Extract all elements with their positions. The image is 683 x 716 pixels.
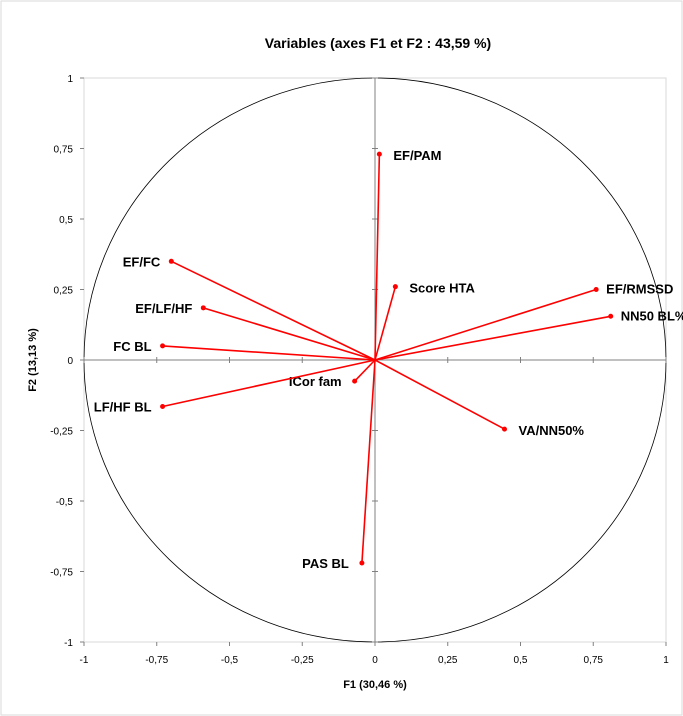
variable-vector	[361, 359, 376, 564]
variable-point	[359, 560, 365, 566]
x-tick-label: 1	[663, 655, 669, 666]
variable-vector	[170, 260, 376, 361]
variable-label: ICor fam	[289, 374, 342, 389]
variable-point	[168, 258, 174, 264]
variable-point	[352, 378, 358, 384]
variable-label: EF/LF/HF	[135, 301, 192, 316]
variable-label: Score HTA	[409, 281, 475, 296]
variable-label: VA/NN50%	[518, 423, 584, 438]
variable-vector	[374, 288, 597, 361]
variable-point	[593, 287, 599, 292]
variable-label: LF/HF BL	[94, 400, 152, 415]
variable-point	[392, 284, 398, 290]
variable-vectors: EF/PAM Score HTA EF/RMSSD NN50 BL% EF/FC EF/L…	[94, 148, 683, 571]
x-tick-label: 0,75	[584, 655, 604, 666]
x-tick-label: -0,75	[145, 655, 168, 666]
variable-vector	[374, 154, 381, 361]
y-tick-label: 0,25	[54, 286, 74, 297]
variable-point	[200, 305, 206, 311]
variable-vector	[203, 307, 376, 361]
variable-vector	[374, 359, 505, 430]
variable-vector	[354, 359, 376, 382]
variable-label: PAS BL	[302, 556, 349, 571]
y-tick-label: 0	[67, 356, 73, 367]
x-axis-title: F1 (30,46 %)	[343, 679, 407, 691]
y-tick-label: 0,75	[54, 145, 74, 156]
y-tick-label: -1	[64, 638, 73, 649]
y-tick-label: -0,5	[56, 497, 74, 508]
variable-point	[376, 151, 382, 157]
variable-label: FC BL	[113, 339, 151, 354]
x-tick-label: 0	[372, 655, 378, 666]
variable-vector	[162, 359, 376, 408]
variable-point	[608, 313, 614, 319]
x-tick-label: -0,25	[291, 655, 314, 666]
x-tick-label: -1	[80, 655, 89, 666]
x-axis-ticks: -1 -0,75 -0,5 -0,25 0 0,25 0,5 0,75 1	[80, 357, 669, 666]
variable-vector	[374, 315, 611, 361]
variable-label: EF/PAM	[393, 148, 441, 163]
variable-label: NN50 BL%	[621, 308, 683, 323]
y-axis-title: F2 (13,13 %)	[27, 328, 39, 392]
variable-vector	[374, 286, 397, 361]
chart-title: Variables (axes F1 et F2 : 43,59 %)	[265, 35, 491, 51]
y-tick-label: -0,25	[50, 427, 73, 438]
variable-point	[160, 404, 166, 410]
y-tick-label: 1	[67, 74, 73, 85]
y-tick-label: -0,75	[50, 568, 73, 579]
x-tick-label: -0,5	[221, 655, 239, 666]
y-tick-label: 0,5	[59, 215, 73, 226]
variable-point	[160, 343, 166, 349]
x-tick-label: 0,5	[514, 655, 528, 666]
variable-point	[501, 426, 507, 432]
x-tick-label: 0,25	[438, 655, 458, 666]
variable-label: EF/RMSSD	[606, 282, 673, 297]
variable-vector	[162, 345, 376, 361]
variable-label: EF/FC	[123, 254, 161, 269]
